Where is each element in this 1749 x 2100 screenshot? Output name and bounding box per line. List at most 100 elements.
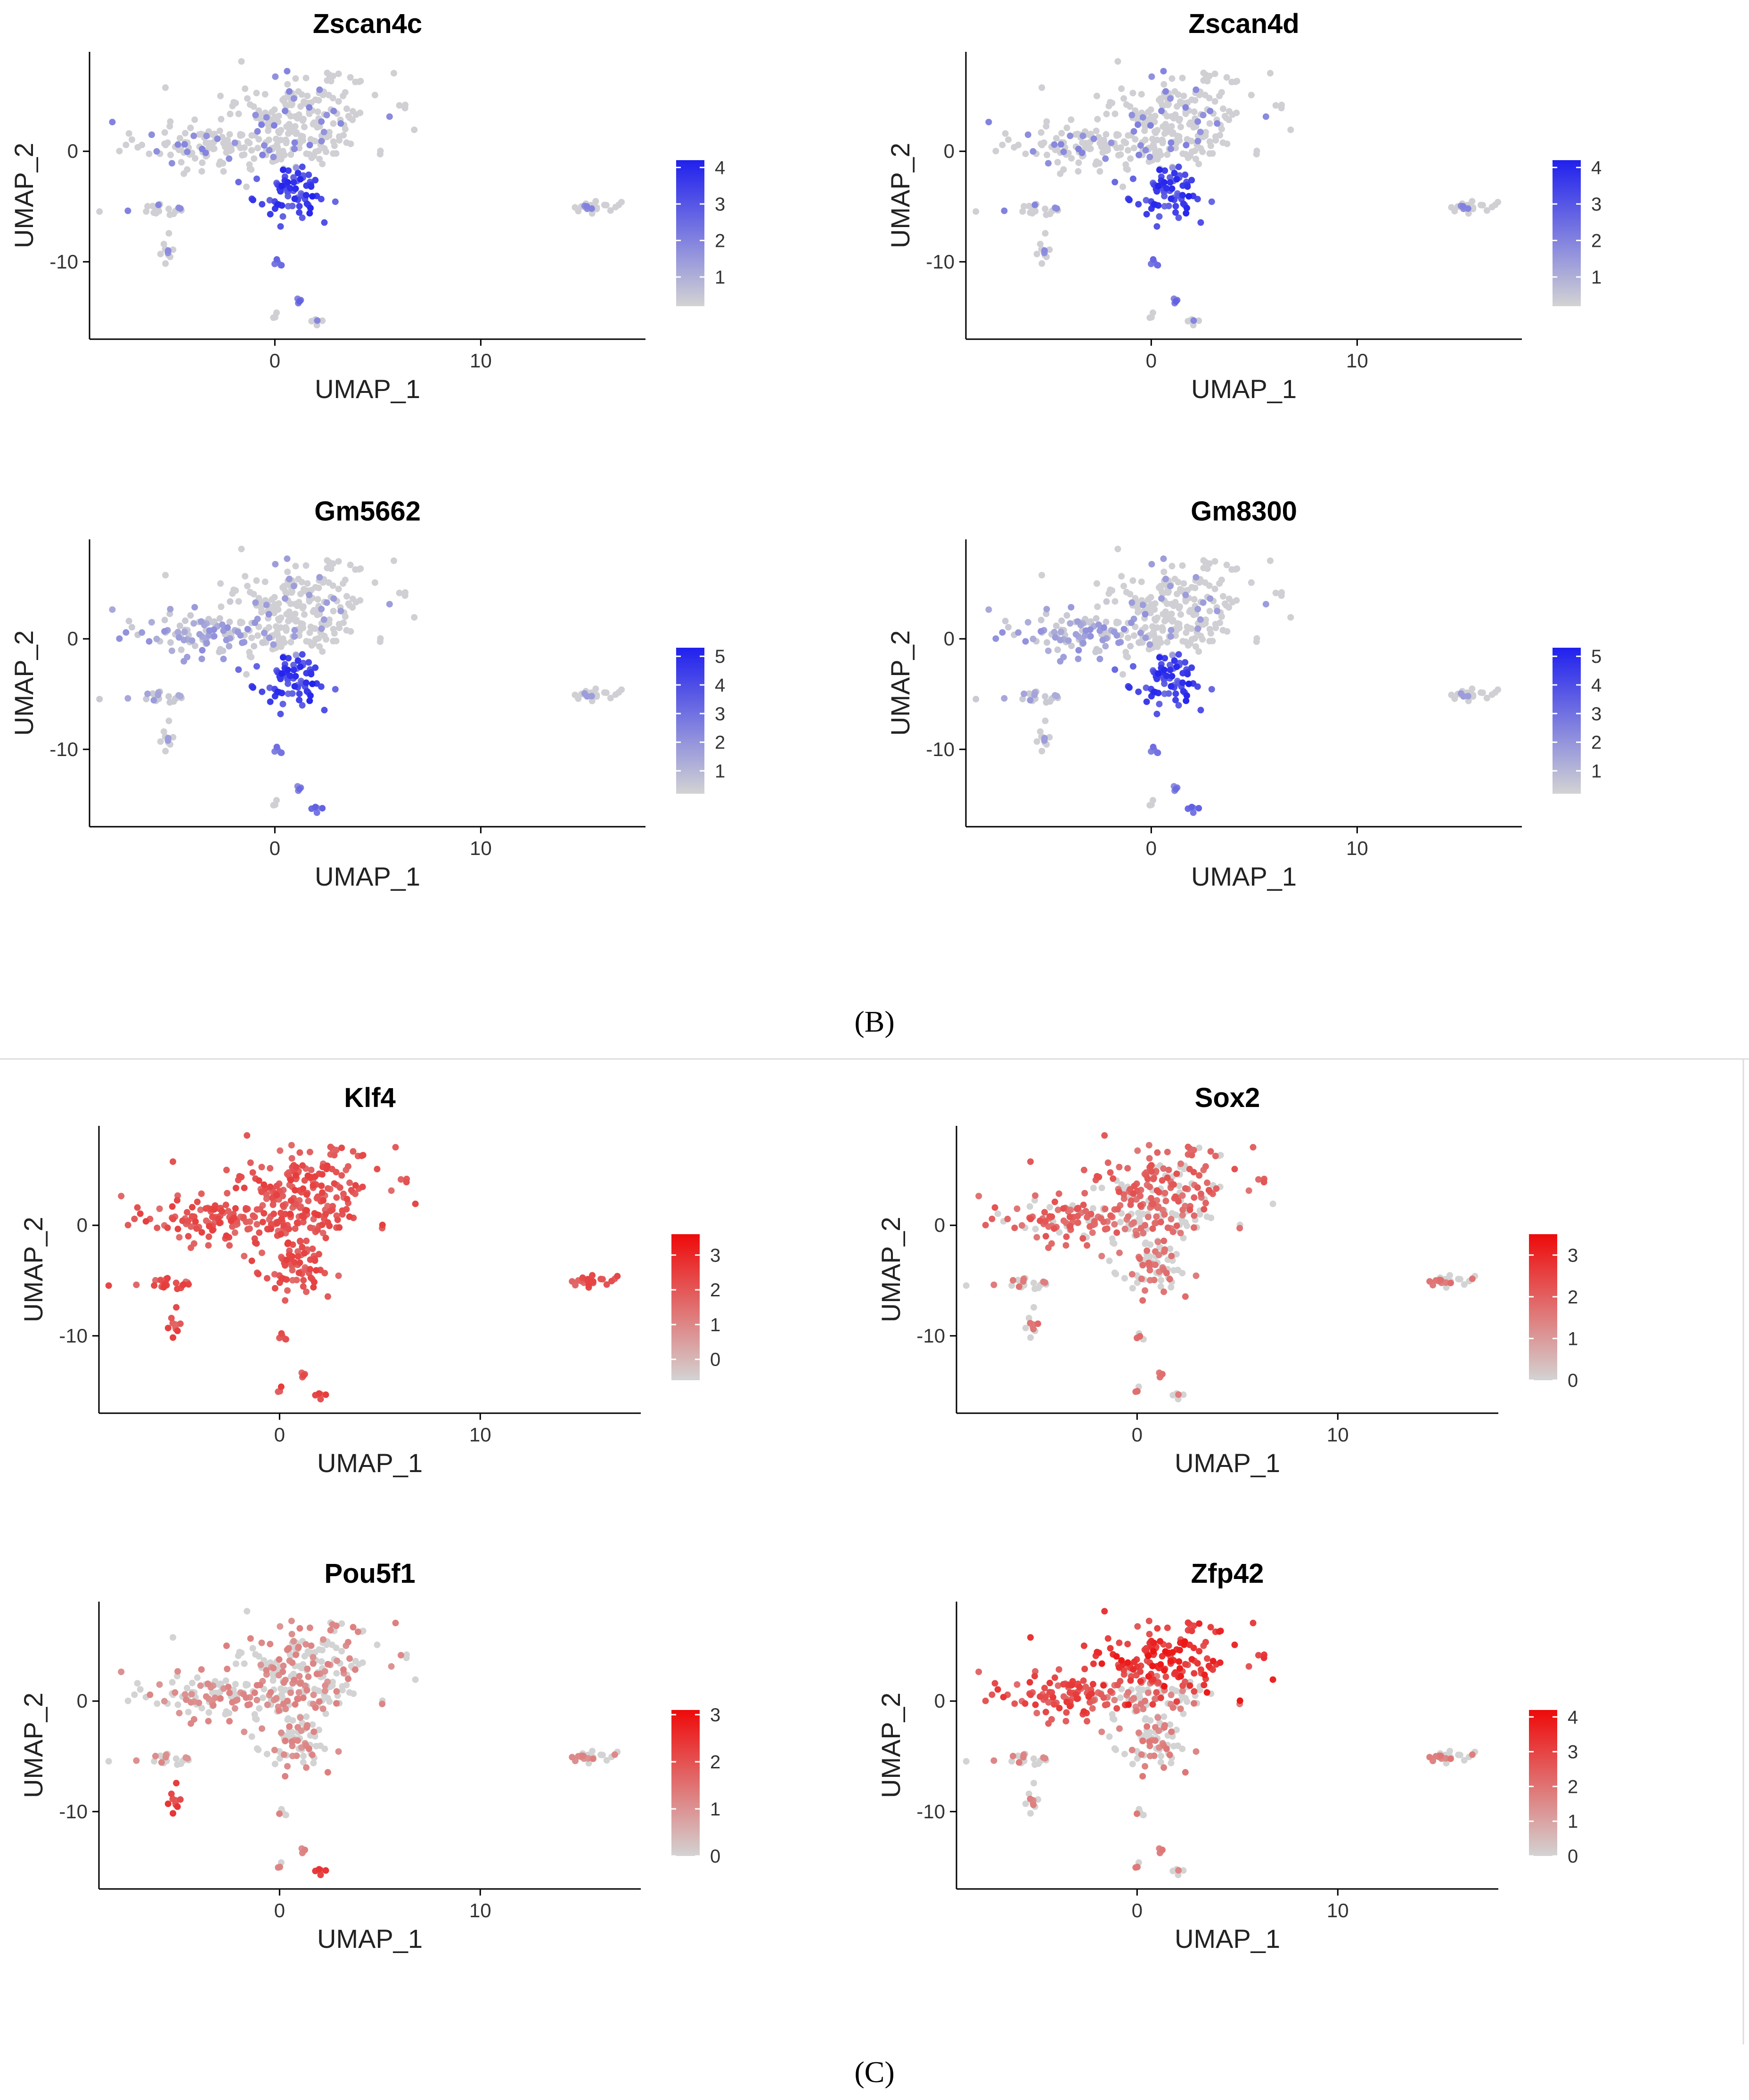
cell-point [316,574,323,581]
cell-point [1196,1620,1203,1627]
cell-point [1123,101,1130,108]
cell-point [313,1267,319,1274]
cell-point [284,68,291,75]
cell-point [1137,1668,1144,1675]
cell-point [999,629,1006,636]
cell-point [1479,689,1486,696]
cell-point [292,673,299,680]
cell-point [1177,1673,1184,1680]
cell-point [1144,1247,1151,1254]
cell-point [176,135,183,142]
cell-point [1169,130,1176,137]
cell-point [1107,1169,1114,1176]
cell-point [1168,1253,1175,1260]
cell-point [168,1791,175,1798]
cell-point [277,223,284,230]
cell-point [1113,1705,1120,1712]
cell-point [211,1206,218,1213]
cell-point [1207,1624,1214,1631]
x-tick-label: 10 [1327,1899,1349,1921]
cell-point [203,1693,210,1700]
cell-point [291,1259,298,1266]
legend-tick-label: 5 [1591,646,1602,667]
cell-point [1196,1648,1203,1655]
cell-point [237,632,244,639]
cell-point [1167,95,1174,102]
x-axis-label: UMAP_1 [315,862,420,891]
cell-point [1163,185,1170,192]
cell-point [1126,196,1133,203]
cell-point [1208,198,1215,205]
cell-point [294,1724,301,1731]
cell-point [1179,1206,1186,1213]
cell-point [180,1281,187,1288]
cell-point [374,1641,381,1648]
cell-point [1166,1276,1173,1283]
cell-point [1163,600,1170,607]
cell-point [1191,1224,1197,1231]
x-axis-label: UMAP_1 [317,1448,423,1478]
x-axis-label: UMAP_1 [1175,1924,1280,1953]
cell-point [1183,210,1190,217]
cell-point [1207,107,1214,114]
cell-point [1176,1658,1183,1665]
cell-point [223,636,230,643]
cell-point [173,1304,180,1311]
cell-point [1013,1681,1021,1688]
cell-point [1163,1745,1170,1752]
cell-point [327,1207,334,1214]
cell-point [1075,159,1082,166]
cell-point [1022,1800,1029,1807]
chart-title: Gm5662 [314,496,421,527]
cell-point [338,1172,345,1179]
cell-point [357,565,364,572]
cell-point [1153,1689,1160,1696]
color-legend-bar [671,1234,700,1380]
cell-point [1102,155,1109,162]
cell-point [1098,1728,1105,1735]
cell-point [1184,671,1191,678]
cell-point [1156,1719,1163,1726]
cell-point [292,1187,299,1194]
cell-point [1037,241,1044,248]
cell-point [273,136,279,142]
cell-point [319,317,326,324]
cell-point [1104,1635,1112,1642]
cell-point [1236,1225,1243,1232]
cell-point [255,1746,262,1753]
cell-point [1168,610,1175,618]
cell-point [333,1700,340,1707]
cell-point [397,1652,404,1659]
cell-point [1177,1705,1184,1712]
cell-point [1087,633,1094,640]
cell-point [1267,557,1274,564]
legend-tick-label: 2 [715,231,725,252]
cell-point [1000,1693,1007,1701]
cell-point [1171,657,1178,664]
cell-point [308,317,315,325]
cell-point [1063,1233,1070,1240]
cell-point [188,1223,195,1230]
cell-point [1179,192,1186,199]
cell-point [286,185,294,192]
cell-point [338,1648,345,1655]
cell-point [1221,113,1228,120]
cell-point [350,1624,357,1631]
x-tick-label: 10 [469,1899,491,1921]
cell-point [182,130,189,137]
cell-point [300,1185,307,1192]
cell-point [1191,1670,1198,1677]
cell-point [1173,1687,1180,1694]
cell-point [991,1204,998,1211]
cell-point [1081,1190,1088,1197]
cell-point [1197,1666,1204,1673]
cell-point [303,1191,310,1198]
cell-point [285,1645,292,1652]
cell-point [1112,1270,1120,1278]
cell-point [288,1155,295,1162]
cell-point [1154,262,1161,269]
x-tick-label: 0 [1146,837,1157,859]
cell-point [292,1701,299,1708]
cell-point [299,214,306,221]
cell-point [172,1689,179,1696]
